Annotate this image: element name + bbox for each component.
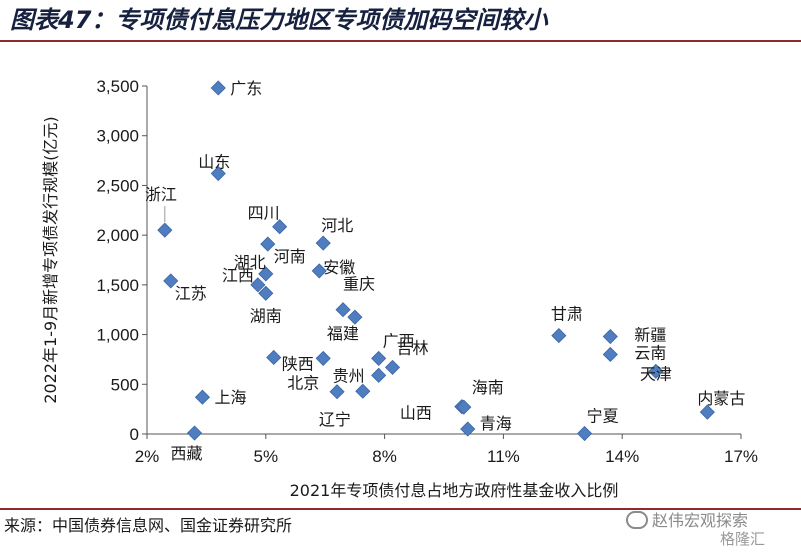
data-point — [260, 236, 276, 252]
point-label: 浙江 — [145, 185, 177, 204]
data-points — [157, 80, 715, 442]
y-tick-label: 1,500 — [96, 276, 139, 295]
data-point — [648, 363, 664, 379]
point-label: 安徽 — [323, 258, 355, 277]
data-point — [384, 359, 401, 375]
point-label: 山西 — [400, 404, 432, 423]
data-point — [577, 425, 593, 442]
point-label: 西藏 — [171, 444, 203, 463]
y-tick-label: 3,000 — [96, 127, 139, 146]
y-axis-title: 2022年1-9月新增专项债发行规模(亿元) — [41, 116, 60, 403]
source-note: 来源：中国债券信息网、国金证券研究所 — [4, 516, 293, 535]
point-label: 青海 — [480, 414, 512, 433]
y-tick-label: 500 — [111, 375, 139, 394]
point-label: 河南 — [274, 247, 306, 266]
data-point — [551, 328, 567, 344]
data-point — [258, 285, 274, 301]
point-label: 湖北 — [234, 253, 266, 272]
x-tick-label: 5% — [254, 447, 279, 466]
x-tick-label: 17% — [724, 447, 758, 466]
y-tick-label: 2,000 — [96, 226, 139, 245]
point-label: 吉林 — [397, 338, 429, 357]
x-axis-title: 2021年专项债付息占地方政府性基金收入比例 — [290, 481, 619, 500]
point-label: 海南 — [472, 378, 504, 397]
data-point — [371, 367, 387, 383]
data-point — [186, 425, 203, 441]
data-point — [347, 309, 363, 325]
y-tick-label: 1,000 — [96, 326, 139, 345]
bottom-rule — [0, 508, 801, 510]
point-label: 新疆 — [634, 326, 666, 345]
point-label: 辽宁 — [319, 410, 351, 429]
x-tick-label: 8% — [372, 447, 397, 466]
point-label: 陕西 — [282, 354, 314, 373]
x-tick-label: 14% — [605, 447, 639, 466]
point-label: 上海 — [214, 388, 246, 407]
data-point — [250, 277, 266, 293]
data-point — [266, 349, 282, 366]
watermark: 赵伟宏观探索 — [626, 507, 748, 531]
x-tick-label: 2% — [135, 447, 160, 466]
chart-title: 图表47：专项债付息压力地区专项债加码空间较小 — [10, 6, 548, 34]
data-point — [460, 421, 476, 437]
data-point — [329, 384, 345, 400]
point-label: 天津 — [640, 364, 672, 383]
x-tick-label: 11% — [487, 447, 520, 466]
point-label: 湖南 — [250, 306, 282, 325]
point-label: 重庆 — [343, 275, 375, 294]
data-point — [210, 165, 226, 182]
point-label: 四川 — [248, 204, 280, 223]
data-point — [163, 273, 179, 289]
data-point — [456, 399, 472, 415]
data-point — [602, 346, 618, 363]
top-rule — [0, 40, 801, 42]
data-point — [315, 350, 331, 366]
axes — [142, 85, 742, 439]
y-tick-labels: 0 500 1,000 1,500 2,000 2,500 3,000 3,500 — [96, 77, 139, 444]
data-point — [335, 302, 351, 318]
data-point — [699, 404, 715, 420]
data-point — [194, 389, 211, 405]
point-label: 江西 — [222, 266, 254, 285]
point-label: 广西 — [383, 331, 415, 350]
data-point — [602, 328, 618, 345]
y-tick-label: 3,500 — [96, 77, 139, 96]
point-label: 甘肃 — [551, 305, 583, 324]
y-tick-label: 2,500 — [96, 176, 139, 195]
watermark-text: 赵伟宏观探索 — [652, 511, 749, 530]
data-point — [371, 350, 387, 366]
point-label: 内蒙古 — [697, 389, 745, 408]
data-point — [355, 383, 371, 399]
scatter-chart: 0 500 1,000 1,500 2,000 2,500 3,000 3,500 2% 5% 8… — [41, 77, 758, 500]
point-label: 贵州 — [333, 366, 365, 385]
wechat-icon — [626, 511, 648, 529]
point-label: 广东 — [230, 79, 262, 98]
point-label: 河北 — [321, 216, 353, 235]
data-point — [210, 80, 226, 96]
data-point — [258, 266, 274, 282]
point-label: 云南 — [634, 343, 666, 362]
data-point — [272, 219, 288, 235]
y-tick-label: 0 — [130, 425, 139, 444]
point-label: 江苏 — [175, 284, 207, 303]
watermark-secondary: 格隆汇 — [720, 530, 766, 548]
point-label: 山东 — [198, 152, 230, 171]
point-label: 宁夏 — [587, 407, 619, 426]
data-point — [315, 235, 331, 251]
data-point — [157, 222, 173, 238]
data-point — [311, 263, 327, 279]
point-label: 福建 — [327, 324, 359, 343]
point-label: 北京 — [287, 373, 319, 392]
x-tick-labels: 2% 5% 8% 11% 14% 17% — [135, 447, 758, 466]
